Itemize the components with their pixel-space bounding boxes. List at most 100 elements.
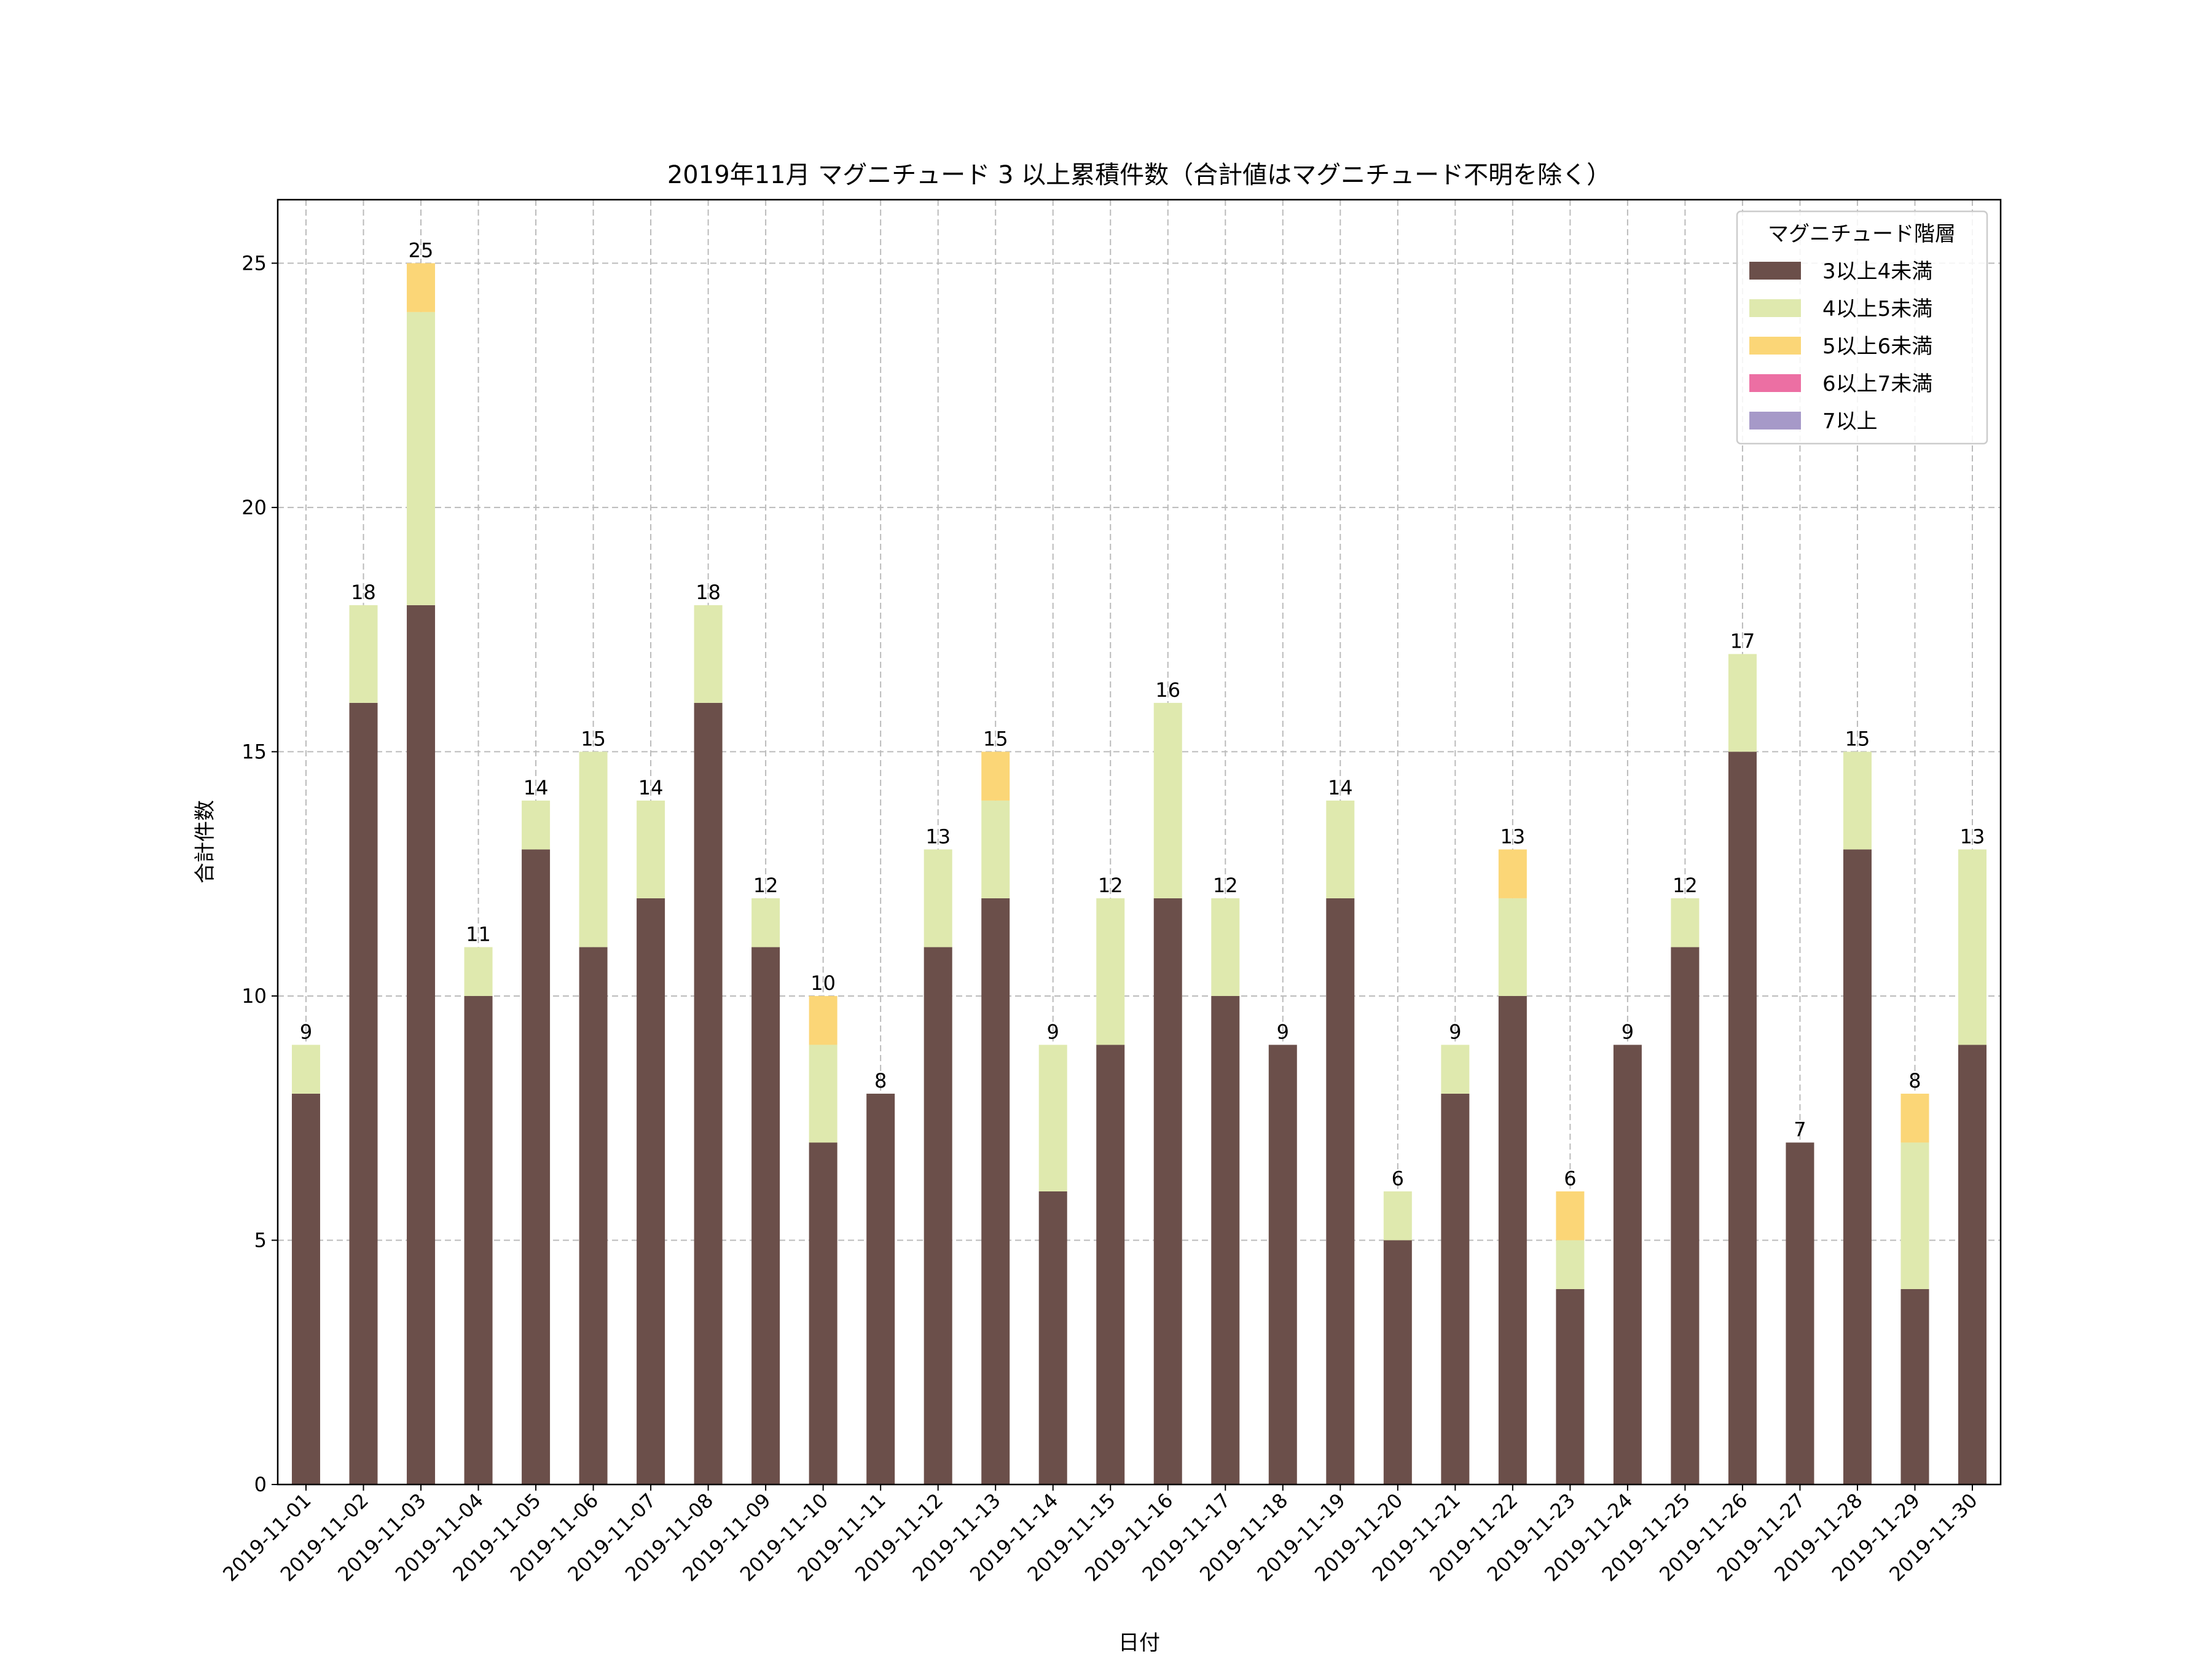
bar-segment <box>1211 898 1240 996</box>
bar-segment <box>407 605 436 1484</box>
total-label: 6 <box>1392 1167 1404 1190</box>
bar-segment <box>809 995 837 1045</box>
bar-segment <box>1153 702 1182 898</box>
chart-title: 2019年11月 マグニチュード 3 以上累積件数（合計値はマグニチュード不明を… <box>667 161 1611 189</box>
bar-segment <box>1728 751 1757 1484</box>
total-label: 14 <box>638 776 664 799</box>
legend-label: 4以上5未満 <box>1822 297 1932 321</box>
total-label: 18 <box>351 581 376 604</box>
total-label: 11 <box>466 922 491 946</box>
bar-segment <box>1556 1191 1585 1241</box>
y-axis-label: 合計件数 <box>193 800 218 884</box>
bar-segment <box>1211 995 1240 1484</box>
total-label: 15 <box>581 727 606 750</box>
total-label: 8 <box>874 1069 887 1092</box>
plot-frame <box>276 198 2002 1486</box>
bar-segment <box>1613 1045 1642 1484</box>
bar-segment <box>1958 849 1986 1045</box>
bar-segment <box>694 702 723 1484</box>
total-label: 14 <box>524 776 549 799</box>
bar-segment <box>579 751 608 947</box>
bar-segment <box>751 947 780 1484</box>
bar-segment <box>751 898 780 947</box>
total-label: 12 <box>1673 874 1698 897</box>
bar-segment <box>637 898 665 1484</box>
bar-segment <box>1383 1240 1412 1484</box>
total-label: 12 <box>1213 874 1238 897</box>
bar-segment <box>1671 947 1700 1484</box>
total-label: 6 <box>1564 1167 1576 1190</box>
bar-segment <box>981 800 1010 898</box>
bar-segment <box>1843 751 1872 850</box>
total-labels: 9 18 25 11 14 15 14 18 12 10 8 13 15 9 12 16 12 9 14 6 9 13 6 9… <box>300 238 1985 1190</box>
bar-segment <box>1900 1288 1929 1484</box>
y-tick-label: 15 <box>241 740 267 763</box>
bar-segment <box>522 800 551 850</box>
bar-segment <box>1096 898 1125 1045</box>
total-label: 17 <box>1730 629 1755 653</box>
legend: マグニチュード階層 3以上4未満 4以上5未満 5以上6未満 6以上7未満 7以上 <box>1736 210 1988 445</box>
legend-swatch <box>1749 337 1801 355</box>
bar-segment <box>809 1045 837 1143</box>
legend-swatch <box>1749 262 1801 280</box>
y-tick-label: 5 <box>254 1228 267 1252</box>
bar-segment <box>1958 1045 1986 1484</box>
bar-segment <box>1326 898 1355 1484</box>
bar-segment <box>1326 800 1355 898</box>
bar-segment <box>866 1093 895 1484</box>
total-label: 9 <box>1622 1020 1634 1043</box>
bar-segment <box>1268 1045 1297 1484</box>
total-label: 13 <box>1960 825 1985 848</box>
bar-segment <box>1441 1093 1470 1484</box>
bar-segment <box>981 751 1010 801</box>
y-tick-label: 10 <box>241 984 267 1008</box>
legend-swatch <box>1749 412 1801 429</box>
bar-segment <box>1728 654 1757 752</box>
y-axis: 0 5 10 15 20 25 <box>241 251 278 1496</box>
total-label: 12 <box>1098 874 1123 897</box>
total-label: 15 <box>983 727 1008 750</box>
bar-segment <box>464 947 493 996</box>
total-label: 9 <box>300 1020 312 1043</box>
x-axis-label: 日付 <box>1118 1631 1160 1655</box>
y-tick-label: 0 <box>254 1473 267 1496</box>
bar-segment <box>1843 849 1872 1484</box>
y-tick-label: 20 <box>241 496 267 519</box>
bar-segment <box>981 898 1010 1484</box>
legend-title: マグニチュード階層 <box>1768 222 1956 246</box>
legend-label: 3以上4未満 <box>1822 259 1932 284</box>
bar-segment <box>349 605 378 703</box>
bar-segment <box>292 1093 320 1484</box>
bar-segment <box>1038 1045 1067 1191</box>
bar-segment <box>1900 1093 1929 1143</box>
total-label: 12 <box>753 874 779 897</box>
legend-swatch <box>1749 374 1801 392</box>
bar-segment <box>1153 898 1182 1484</box>
bar-segment <box>637 800 665 898</box>
bar-segment <box>579 947 608 1484</box>
bar-segment <box>1383 1191 1412 1241</box>
bar-segment <box>1038 1191 1067 1484</box>
legend-label: 6以上7未満 <box>1822 372 1932 396</box>
total-label: 15 <box>1845 727 1870 750</box>
legend-label: 7以上 <box>1822 409 1878 434</box>
bar-segment <box>349 702 378 1484</box>
total-label: 7 <box>1794 1118 1806 1141</box>
total-label: 18 <box>696 581 721 604</box>
total-label: 13 <box>925 825 951 848</box>
bar-segment <box>809 1142 837 1484</box>
legend-label: 5以上6未満 <box>1822 334 1932 359</box>
bar-segment <box>522 849 551 1484</box>
bar-segment <box>1498 849 1527 898</box>
bar-segment <box>924 849 952 947</box>
total-label: 16 <box>1155 678 1180 702</box>
bar-segment <box>464 995 493 1484</box>
y-tick-label: 25 <box>241 251 267 275</box>
total-label: 9 <box>1047 1020 1059 1043</box>
bar-segment <box>1096 1045 1125 1484</box>
bar-segment <box>1671 898 1700 947</box>
total-label: 9 <box>1277 1020 1289 1043</box>
total-label: 10 <box>810 971 836 995</box>
bar-segment <box>1441 1045 1470 1094</box>
